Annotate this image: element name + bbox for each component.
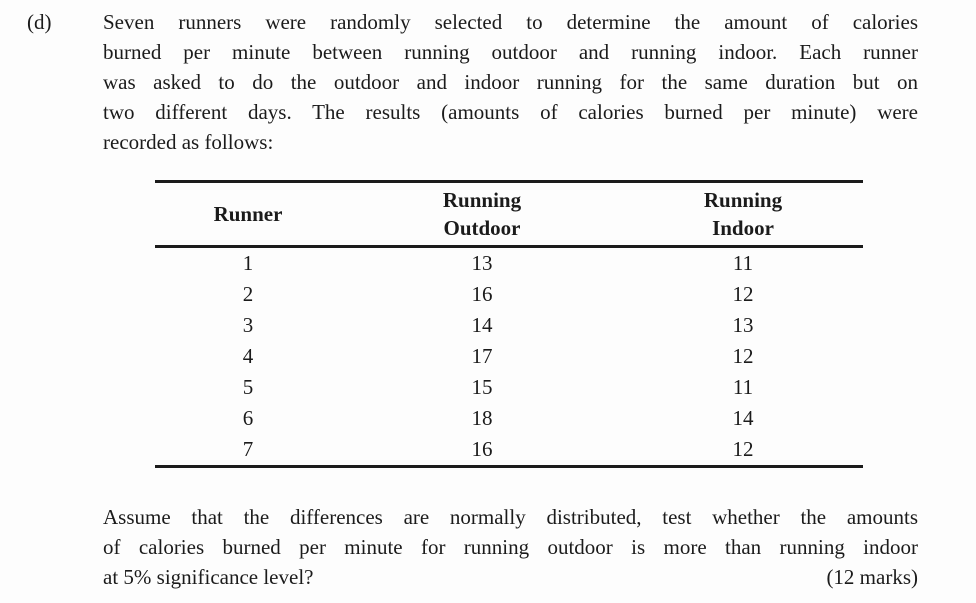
cell-runner: 1 (242, 251, 254, 275)
table-header-row: Runner Running Outdoor Running Indoor (155, 182, 863, 247)
cell-indoor: 12 (732, 282, 754, 306)
col-header-runner: Runner (213, 202, 283, 226)
question-line: of calories burned per minute for runnin… (103, 535, 918, 559)
cell-runner: 4 (242, 344, 254, 368)
col-header-running-outdoor: Running Outdoor (442, 188, 522, 240)
cell-outdoor: 13 (471, 251, 493, 275)
cell-runner: 7 (242, 437, 254, 461)
results-table-header: Runner Running Outdoor Running Indoor (155, 182, 863, 247)
cell-outdoor: 18 (471, 406, 493, 430)
table-row: 6 18 14 (155, 403, 863, 434)
cell-runner: 6 (242, 406, 254, 430)
col-header-running-indoor: Running Indoor (703, 188, 783, 240)
cell-runner: 5 (242, 375, 254, 399)
question-line: at 5% significance level? (103, 565, 314, 589)
question-line: Assume that the differences are normally… (103, 505, 918, 529)
intro-line: burned per minute between running outdoo… (103, 40, 918, 64)
cell-indoor: 14 (732, 406, 754, 430)
results-table-body: 1 13 11 2 16 12 3 14 13 4 17 12 (155, 247, 863, 467)
cell-outdoor: 16 (471, 437, 493, 461)
cell-indoor: 12 (732, 344, 754, 368)
table-row: 5 15 11 (155, 372, 863, 403)
cell-outdoor: 16 (471, 282, 493, 306)
cell-runner: 3 (242, 313, 254, 337)
table-row: 1 13 11 (155, 247, 863, 280)
cell-outdoor: 17 (471, 344, 493, 368)
intro-line: Seven runners were randomly selected to … (103, 10, 918, 34)
cell-indoor: 11 (732, 375, 754, 399)
intro-line: two different days. The results (amounts… (103, 100, 918, 124)
cell-indoor: 12 (732, 437, 754, 461)
table-row: 4 17 12 (155, 341, 863, 372)
table-row: 3 14 13 (155, 310, 863, 341)
marks-label: (12 marks) (826, 565, 918, 589)
table-row: 2 16 12 (155, 279, 863, 310)
question-paragraph: Assume that the differences are normally… (103, 502, 918, 592)
cell-outdoor: 14 (471, 313, 493, 337)
table-row: 7 16 12 (155, 434, 863, 467)
question-part-label: (d) (27, 10, 52, 34)
question-content: Seven runners were randomly selected to … (103, 7, 918, 603)
cell-indoor: 13 (732, 313, 754, 337)
intro-line: was asked to do the outdoor and indoor r… (103, 70, 918, 94)
cell-outdoor: 15 (471, 375, 493, 399)
intro-paragraph: Seven runners were randomly selected to … (103, 7, 918, 157)
cell-runner: 2 (242, 282, 254, 306)
results-table: Runner Running Outdoor Running Indoor 1 … (155, 180, 863, 468)
cell-indoor: 11 (732, 251, 754, 275)
intro-line: recorded as follows: (103, 130, 274, 154)
question-last-line: at 5% significance level? (12 marks) (103, 562, 918, 592)
